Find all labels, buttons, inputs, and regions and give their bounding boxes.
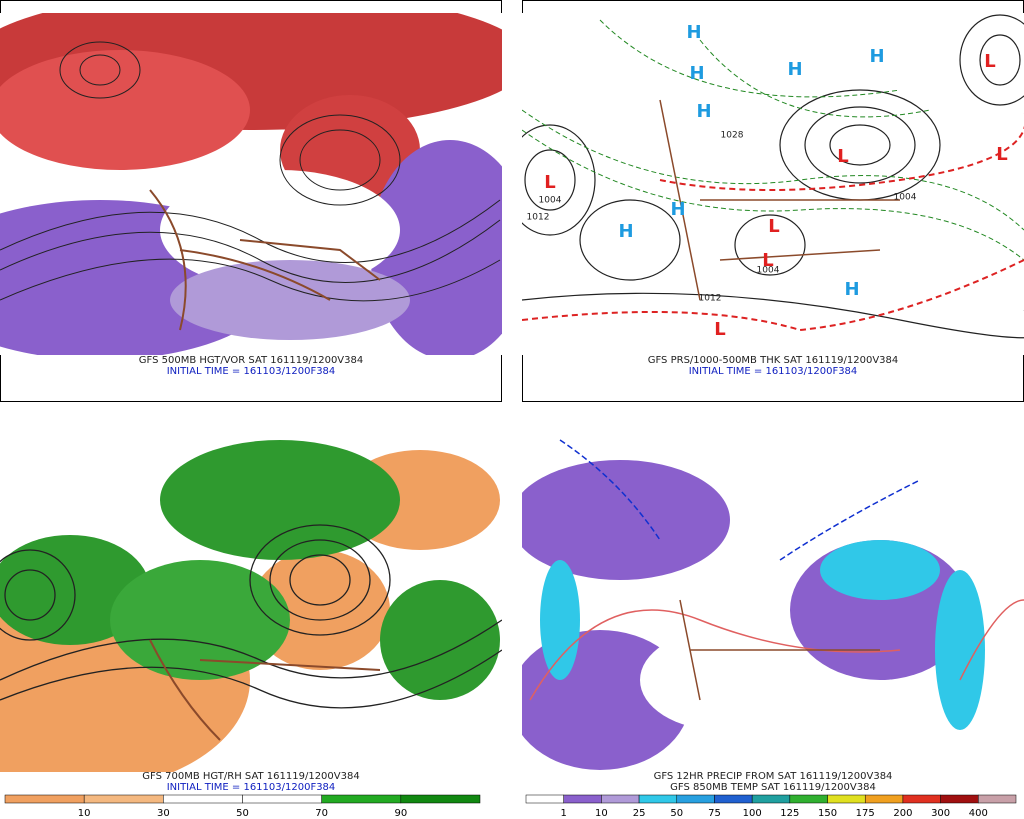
colorbar-cell	[563, 794, 602, 804]
colorbar-cell	[525, 794, 564, 804]
colorbar-cell	[321, 794, 402, 804]
colorbar-cell	[242, 794, 322, 804]
map-pressure	[522, 13, 1024, 355]
colorbar-label: 75	[708, 808, 721, 819]
contour-label: 1004	[894, 193, 917, 203]
colorbar-cell	[827, 794, 866, 804]
colorbar-label: 175	[856, 808, 875, 819]
pressure-center: L	[768, 216, 779, 237]
pressure-center: H	[670, 199, 685, 220]
map-700mb	[0, 430, 502, 772]
pressure-center: H	[787, 59, 802, 80]
colorbar-cell	[940, 794, 979, 804]
colorbar-cell	[978, 794, 1017, 804]
colorbar-cell	[902, 794, 941, 804]
colorbar-cell	[864, 794, 904, 804]
pressure-center: L	[544, 172, 555, 193]
colorbar-cell	[83, 794, 164, 804]
colorbar-label: 10	[595, 808, 608, 819]
colorbar-label: 300	[931, 808, 950, 819]
colorbar-cell	[714, 794, 753, 804]
caption: INITIAL TIME = 161103/1200F384	[167, 782, 336, 793]
caption: INITIAL TIME = 161103/1200F384	[689, 366, 858, 377]
pressure-center: L	[837, 146, 848, 167]
colorbar-label: 25	[633, 808, 646, 819]
contour-label: 1028	[721, 131, 744, 141]
colorbar-cell	[601, 794, 640, 804]
map-500mb	[0, 13, 502, 355]
contour-label: 1004	[539, 196, 562, 206]
colorbar-label: 125	[780, 808, 799, 819]
colorbar-label: 1	[561, 808, 567, 819]
colorbar-label: 70	[315, 808, 328, 819]
map-precip	[522, 430, 1024, 772]
pressure-center: L	[714, 319, 725, 340]
pressure-center: L	[984, 51, 995, 72]
contour-label: 1012	[527, 213, 550, 223]
caption: INITIAL TIME = 161103/1200F384	[167, 366, 336, 377]
colorbar-label: 200	[893, 808, 912, 819]
colorbar-cell	[789, 794, 828, 804]
pressure-center: H	[696, 101, 711, 122]
pressure-center: L	[996, 144, 1007, 165]
caption: GFS 850MB TEMP SAT 161119/1200V384	[670, 782, 876, 793]
caption: GFS 12HR PRECIP FROM SAT 161119/1200V384	[654, 771, 893, 782]
colorbar-label: 90	[394, 808, 407, 819]
colorbar-label: 10	[78, 808, 91, 819]
colorbar-cell	[638, 794, 678, 804]
pressure-center: H	[689, 63, 704, 84]
colorbar-label: 50	[236, 808, 249, 819]
colorbar-label: 100	[743, 808, 762, 819]
colorbar-cell	[751, 794, 791, 804]
caption: GFS 500MB HGT/VOR SAT 161119/1200V384	[139, 355, 363, 366]
colorbar-label: 30	[157, 808, 170, 819]
contour-label: 1004	[757, 266, 780, 276]
pressure-center: H	[618, 221, 633, 242]
pressure-center: H	[844, 279, 859, 300]
pressure-center: H	[869, 46, 884, 67]
colorbar-label: 50	[670, 808, 683, 819]
pressure-center: H	[686, 22, 701, 43]
colorbar-cell	[400, 794, 481, 804]
caption: GFS 700MB HGT/RH SAT 161119/1200V384	[142, 771, 359, 782]
colorbar-cell	[676, 794, 715, 804]
caption: GFS PRS/1000-500MB THK SAT 161119/1200V3…	[648, 355, 899, 366]
colorbar-label: 400	[969, 808, 988, 819]
colorbar-label: 150	[818, 808, 837, 819]
pressure-center: L	[762, 250, 773, 271]
colorbar-cell	[163, 794, 243, 804]
colorbar-cell	[4, 794, 85, 804]
contour-label: 1012	[699, 294, 722, 304]
